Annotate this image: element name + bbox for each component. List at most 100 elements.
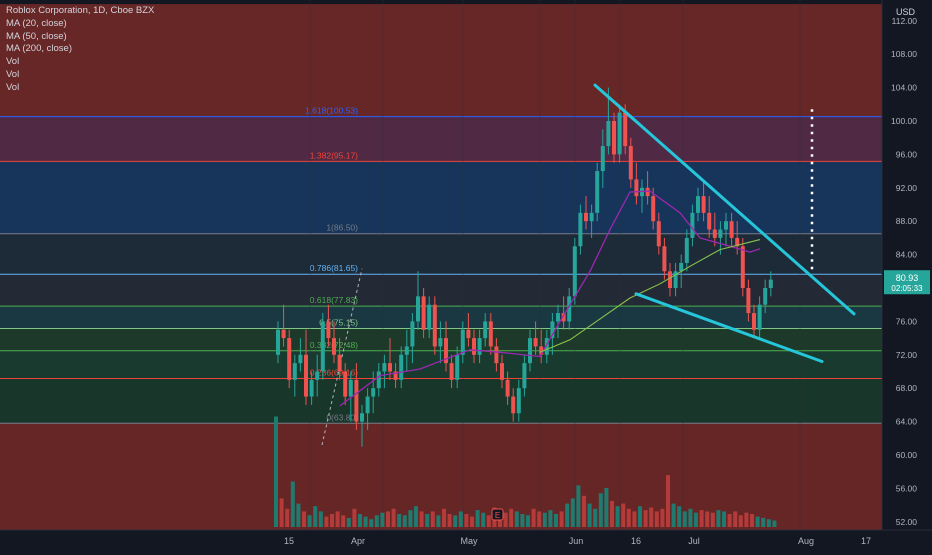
candle-body bbox=[343, 371, 348, 397]
volume-bar bbox=[380, 512, 385, 527]
indicator-vol-3[interactable]: Vol bbox=[6, 81, 20, 93]
candle-body bbox=[539, 346, 544, 355]
fib-band-4 bbox=[0, 274, 882, 307]
candle-body bbox=[718, 229, 723, 238]
y-tick-label: 100.00 bbox=[891, 116, 917, 126]
volume-bar bbox=[598, 493, 603, 527]
symbol-title[interactable]: Roblox Corporation, 1D, Cboe BZX bbox=[6, 5, 155, 16]
volume-bar bbox=[660, 508, 665, 527]
candle-body bbox=[533, 338, 538, 347]
price-badge bbox=[884, 270, 930, 295]
candle-body bbox=[561, 313, 566, 322]
volume-bar bbox=[447, 514, 452, 527]
candle-body bbox=[444, 338, 448, 364]
x-tick-label: 16 bbox=[631, 536, 641, 546]
candle-body bbox=[332, 338, 336, 355]
volume-bar bbox=[408, 510, 413, 527]
chart-legend: Roblox Corporation, 1D, Cboe BZX MA (20,… bbox=[6, 5, 154, 95]
y-tick-label: 104.00 bbox=[891, 83, 917, 93]
fib-label-4: 0.618(77.83) bbox=[310, 295, 358, 305]
candle-body bbox=[416, 296, 420, 322]
candle-body bbox=[432, 304, 437, 347]
volume-bar bbox=[688, 508, 693, 527]
indicator-ma50[interactable]: MA (50, close) bbox=[6, 30, 67, 42]
candle-body bbox=[388, 363, 392, 372]
y-tick-label: 76.00 bbox=[896, 316, 918, 326]
volume-bar bbox=[587, 503, 592, 527]
candle-body bbox=[550, 321, 555, 339]
candle-body bbox=[488, 321, 493, 347]
y-tick-label: 112.00 bbox=[892, 16, 918, 26]
candle-body bbox=[528, 338, 532, 364]
volume-bar bbox=[761, 517, 766, 527]
volume-bar bbox=[296, 503, 301, 527]
volume-bar bbox=[570, 498, 575, 527]
volume-bar bbox=[414, 506, 418, 527]
candle-body bbox=[348, 379, 353, 397]
y-tick-label: 72.00 bbox=[896, 350, 918, 360]
fib-band-5 bbox=[0, 306, 882, 329]
candle-body bbox=[634, 179, 639, 197]
y-tick-label: 92.00 bbox=[896, 183, 918, 193]
volume-bar bbox=[755, 516, 760, 527]
indicator-ma200[interactable]: MA (200, close) bbox=[6, 43, 72, 55]
fib-anchor-line bbox=[321, 268, 363, 446]
candle-body bbox=[326, 321, 331, 339]
y-tick-label: 60.00 bbox=[896, 450, 918, 460]
candle-body bbox=[382, 363, 387, 372]
fib-band-3 bbox=[0, 233, 882, 275]
candle-body bbox=[623, 112, 628, 147]
candle-body bbox=[645, 187, 650, 197]
volume-bar bbox=[643, 510, 648, 527]
volume-bar bbox=[397, 514, 402, 527]
volume-bar bbox=[481, 512, 486, 527]
candle-body bbox=[477, 338, 482, 355]
earnings-marker bbox=[491, 508, 504, 521]
volume-bar bbox=[358, 514, 362, 527]
ma-200-line bbox=[539, 239, 761, 353]
volume-bar bbox=[716, 510, 721, 527]
candle-body bbox=[320, 321, 325, 372]
indicator-vol-1[interactable]: Vol bbox=[6, 56, 20, 68]
volume-bar bbox=[363, 516, 368, 527]
currency-label[interactable]: USD bbox=[896, 7, 916, 17]
candle-body bbox=[404, 346, 409, 355]
y-tick-label: 96.00 bbox=[896, 149, 918, 159]
volume-bar bbox=[430, 511, 435, 527]
volume-bar bbox=[638, 506, 642, 527]
fib-band-7 bbox=[0, 350, 882, 379]
candle-body bbox=[315, 371, 320, 380]
indicator-vol-2[interactable]: Vol bbox=[6, 68, 20, 80]
volume-bar bbox=[341, 515, 346, 527]
candle-body bbox=[735, 237, 740, 247]
lower-trendline bbox=[634, 292, 824, 363]
volume-bar bbox=[710, 512, 715, 527]
volume-bar bbox=[649, 507, 654, 527]
candle-body bbox=[628, 146, 633, 180]
volume-bar bbox=[582, 495, 586, 527]
volume-bar bbox=[699, 510, 704, 527]
x-tick-label: 15 bbox=[284, 536, 294, 546]
volume-bar bbox=[442, 508, 446, 527]
candle-body bbox=[354, 379, 359, 422]
volume-bar bbox=[727, 514, 732, 527]
candle-body bbox=[449, 363, 454, 380]
candle-body bbox=[421, 296, 426, 330]
fib-label-1: 1.382(95.17) bbox=[310, 150, 358, 160]
volume-bar bbox=[318, 511, 323, 527]
candle-body bbox=[600, 146, 605, 172]
volume-bar bbox=[705, 511, 710, 527]
fib-band-8 bbox=[0, 378, 882, 424]
indicator-ma20[interactable]: MA (20, close) bbox=[6, 17, 67, 29]
candle-body bbox=[544, 338, 549, 355]
volume-bar bbox=[285, 508, 290, 527]
volume-bar bbox=[666, 475, 670, 527]
fib-band-2 bbox=[0, 161, 882, 234]
fib-label-2: 1(86.50) bbox=[326, 223, 358, 233]
candle-body bbox=[494, 346, 499, 364]
candle-body bbox=[438, 338, 443, 347]
candle-body bbox=[668, 271, 672, 288]
y-tick-label: 64.00 bbox=[896, 417, 918, 427]
